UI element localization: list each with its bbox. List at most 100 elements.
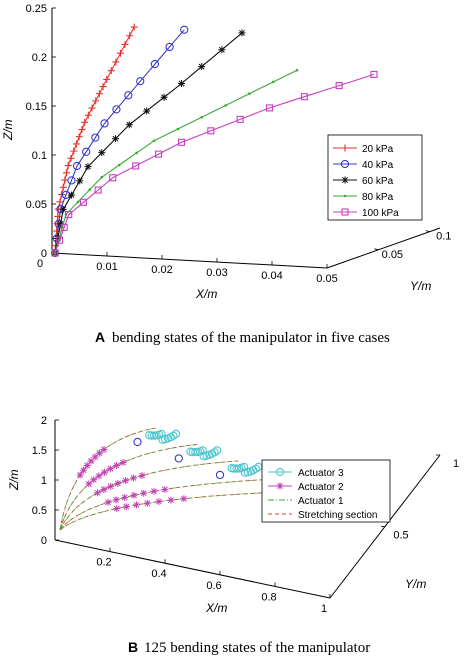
b-act2-marker-2 [100,485,108,493]
a-series-marker-2 [112,135,119,143]
a-legend-label-4: 100 kPa [362,208,399,219]
a-legend-marker-1 [340,159,350,169]
b-act2-marker-1 [119,459,127,467]
b-act2-marker-3 [161,485,169,493]
b-act2-marker-4 [113,505,121,513]
a-series-marker-2 [198,63,206,71]
a-series-marker-4 [155,150,163,158]
a-series-marker-0 [103,75,111,83]
a-series-marker-3 [135,151,138,155]
a-series-group [50,23,378,258]
b-act2-marker-3 [130,491,138,499]
a-series-marker-3 [224,104,227,107]
a-series-marker-0 [63,169,71,177]
b-legend: Actuator 3 Actuator 2 Actuator 1 Stretching… [261,459,391,523]
b-act2-marker-1 [90,476,98,484]
b-act2-marker-4 [143,499,151,507]
a-series-marker-1 [112,105,121,114]
a-series-marker-1 [82,147,91,156]
b-x-axis [54,539,331,599]
b-act2-marker-4 [167,496,175,504]
b-act2-marker-2 [107,482,115,490]
b-legend-label-0: Actuator 3 [298,468,344,479]
a-series-marker-3 [295,68,299,72]
a-series-marker-2 [125,121,133,129]
b-act2-marker-3 [140,489,148,497]
b-act3-marker-2 [232,464,241,473]
a-series-marker-0 [107,67,115,75]
a-series-marker-4 [65,211,73,219]
a-series-marker-0 [67,154,75,162]
b-act1-curve-3 [59,478,288,531]
a-legend-marker-3 [343,194,347,198]
a-caption-letter: A [95,329,105,345]
b-act2-marker-1 [113,462,121,470]
b-tip-marker-1 [174,454,183,463]
b-z-ticks: 0 0.5 1 1.5 2 [32,415,59,547]
a-series-marker-0 [92,97,100,105]
a-series-marker-2 [76,177,84,185]
a-series-marker-2 [238,29,246,37]
b-act2-marker-2 [121,477,129,485]
b-caption-letter: B [128,639,138,655]
b-ylabel: Y/m [405,577,426,591]
b-tip-marker-0 [133,437,142,447]
a-series-marker-3 [271,80,275,84]
a-series-marker-4 [177,138,186,146]
b-act2-marker-4 [180,495,188,503]
a-series-marker-0 [58,191,66,199]
b-act2-marker-3 [112,496,120,504]
a-series-marker-1 [100,119,109,128]
b-act2-marker-1 [100,468,108,476]
b-act2-marker-2 [130,474,138,482]
a-series-marker-0 [121,40,129,48]
a-series-marker-4 [51,249,59,257]
b-y-ticks: 0.51 [381,454,459,542]
a-series-marker-0 [59,183,67,191]
b-act3-marker-0 [169,431,178,440]
a-series-marker-2 [143,107,151,115]
a-series-marker-4 [79,198,87,206]
a-series-marker-1 [180,25,189,34]
a-legend-marker-4 [341,208,349,216]
a-legend-label-3: 80 kPa [362,192,394,203]
a-series-marker-1 [150,59,160,69]
a-series-marker-2 [57,220,64,228]
a-series-marker-4 [132,162,140,170]
a-series-line-2 [54,32,243,254]
b-act2-marker-0 [83,461,91,469]
a-y-tick-mark [425,230,430,233]
b-act1-curve-0 [59,427,156,531]
a-series-marker-0 [64,162,72,170]
b-act2-marker-1 [95,472,103,480]
b-act3-marker-2 [240,468,250,477]
b-legend-marker-1 [276,482,284,490]
a-series-marker-1 [124,91,133,100]
b-act2-marker-4 [132,501,140,509]
b-act2-marker-3 [150,487,158,495]
b-act3-marker-0 [171,429,181,439]
b-act3-marker-0 [158,435,167,444]
a-legend-label-0: 20 kPa [362,144,394,155]
a-y-axis [326,227,441,269]
a-legend-label-1: 40 kPa [362,160,394,171]
a-x-ticks: 0 0.01 0.02 0.03 0.04 0.05 [37,249,338,285]
a-series-marker-4 [335,82,343,90]
a-x-tick-label: 0.03 [206,267,227,279]
a-series-marker-1 [67,176,76,185]
a-series-marker-4 [60,223,68,231]
a-series-marker-0 [78,126,86,134]
b-y-tick-label: 1 [453,458,459,470]
a-series-marker-3 [248,92,251,96]
b-z-tick-label: 1 [41,475,47,487]
a-series-marker-4 [300,93,308,101]
a-series-marker-0 [99,83,107,91]
a-series-marker-0 [126,32,134,40]
a-series-marker-0 [72,140,80,148]
b-act3-marker-1 [212,446,222,455]
a-legend-label-2: 60 kPa [362,176,394,187]
b-act2-marker-0 [87,457,95,465]
a-legend-box [327,134,423,221]
b-x-tick-label: 0.6 [206,580,221,592]
b-act1-curve-2 [59,460,239,531]
